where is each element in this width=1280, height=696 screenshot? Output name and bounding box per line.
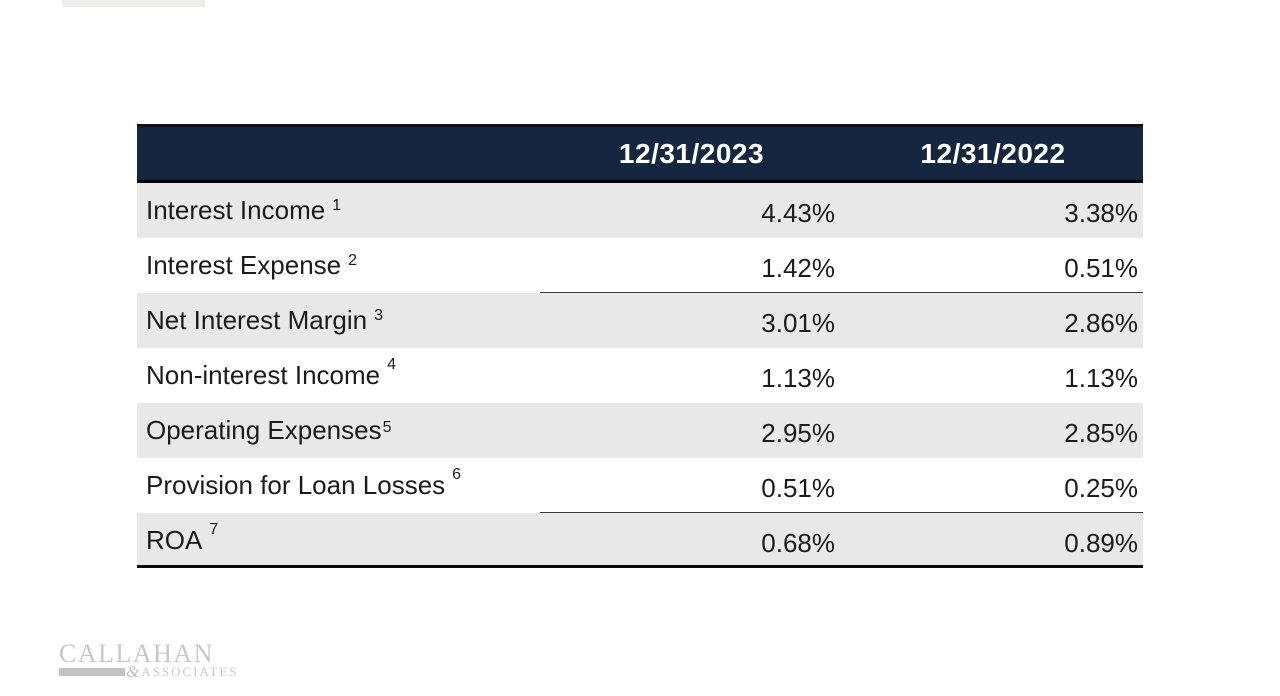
top-partial-bar bbox=[62, 0, 205, 7]
value-2022: 3.38% bbox=[1064, 198, 1138, 228]
footnote-marker: 2 bbox=[348, 252, 358, 269]
row-label: Interest Income bbox=[146, 195, 326, 225]
value-2023: 4.43% bbox=[761, 198, 835, 228]
header-date-2022: 12/31/2022 bbox=[920, 138, 1066, 169]
footnote-marker: 4 bbox=[387, 356, 397, 373]
value-2023: 0.68% bbox=[761, 528, 835, 558]
table-row-non-interest-income: Non-interest Income 4 1.13% 1.13% bbox=[137, 348, 1143, 403]
logo-wordmark: CALLAHAN bbox=[59, 639, 214, 668]
row-label-cell: Interest Income 1 bbox=[137, 183, 540, 238]
header-date-2023: 12/31/2023 bbox=[618, 138, 765, 169]
value-2023: 1.13% bbox=[761, 363, 835, 393]
logo-ampersand: & bbox=[126, 662, 140, 681]
table-row-provision-loan-losses: Provision for Loan Losses 6 0.51% 0.25% bbox=[137, 458, 1143, 514]
header-empty-cell bbox=[137, 127, 540, 180]
row-label-cell: Interest Expense 2 bbox=[137, 238, 540, 293]
row-label-cell: Net Interest Margin 3 bbox=[137, 293, 540, 348]
value-2022: 0.51% bbox=[1064, 253, 1138, 283]
table-row-net-interest-margin: Net Interest Margin 3 3.01% 2.86% bbox=[137, 293, 1143, 348]
logo-subtext: ASSOCIATES bbox=[141, 664, 239, 679]
table-row-operating-expenses: Operating Expenses5 2.95% 2.85% bbox=[137, 403, 1143, 458]
row-label: Provision for Loan Losses bbox=[146, 470, 446, 500]
logo-bar bbox=[59, 668, 125, 676]
value-2022: 2.86% bbox=[1064, 308, 1138, 338]
value-2023: 2.95% bbox=[761, 418, 835, 448]
row-label: Non-interest Income bbox=[146, 360, 381, 390]
table-row-interest-expense: Interest Expense 2 1.42% 0.51% bbox=[137, 238, 1143, 294]
footnote-marker: 7 bbox=[209, 521, 219, 538]
value-2023: 3.01% bbox=[761, 308, 835, 338]
value-2022: 2.85% bbox=[1064, 418, 1138, 448]
financial-ratio-table: 12/31/2023 12/31/2022 Interest Income 1 4… bbox=[137, 124, 1143, 568]
value-2023: 1.42% bbox=[761, 253, 835, 283]
row-label-cell: Non-interest Income 4 bbox=[137, 348, 540, 403]
row-label: Operating Expenses bbox=[146, 415, 382, 445]
value-2022: 0.89% bbox=[1064, 528, 1138, 558]
table-row-roa: ROA 7 0.68% 0.89% bbox=[137, 513, 1143, 568]
logo-subline: & ASSOCIATES bbox=[59, 662, 239, 681]
row-label-cell: Provision for Loan Losses 6 bbox=[137, 458, 540, 513]
row-label: Net Interest Margin bbox=[146, 305, 368, 335]
callahan-logo: CALLAHAN & ASSOCIATES bbox=[59, 639, 239, 681]
value-2022: 1.13% bbox=[1064, 363, 1138, 393]
row-label-cell: Operating Expenses5 bbox=[137, 403, 540, 458]
value-2023: 0.51% bbox=[761, 473, 835, 503]
row-label: ROA bbox=[146, 525, 203, 555]
row-label: Interest Expense bbox=[146, 250, 342, 280]
footnote-marker: 6 bbox=[452, 466, 462, 483]
table-header-row: 12/31/2023 12/31/2022 bbox=[137, 124, 1143, 183]
value-2022: 0.25% bbox=[1064, 473, 1138, 503]
table-row-interest-income: Interest Income 1 4.43% 3.38% bbox=[137, 183, 1143, 238]
row-label-cell: ROA 7 bbox=[137, 513, 540, 565]
footnote-marker: 3 bbox=[374, 307, 383, 324]
footnote-marker: 1 bbox=[332, 197, 342, 214]
footnote-marker: 5 bbox=[382, 419, 392, 436]
